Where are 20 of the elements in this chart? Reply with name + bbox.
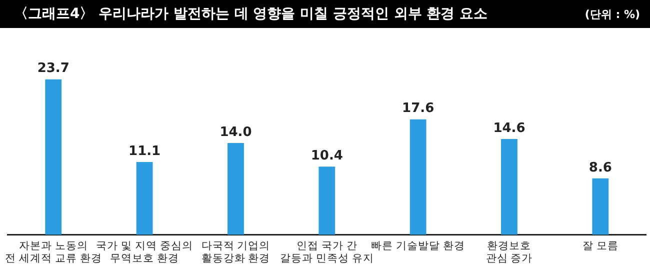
- x-tick-label: 환경보호 관심 증가: [486, 240, 533, 265]
- data-label: 8.6: [588, 160, 612, 176]
- x-tick-label: 잘 모름: [582, 240, 618, 252]
- chart-title: 〈그래프4〉 우리나라가 발전하는 데 영향을 미칠 긍정적인 외부 환경 요소: [14, 5, 488, 23]
- bar: [318, 166, 336, 235]
- data-label: 17.6: [402, 101, 434, 116]
- x-tick-label: 다국적 기업의 활동강화 환경: [201, 240, 270, 265]
- chart-subtitle: (단위 : %): [584, 6, 640, 22]
- data-label: 10.4: [310, 148, 343, 164]
- bar: [45, 79, 62, 235]
- data-label: 23.7: [37, 61, 70, 76]
- x-tick-label: 빠른 기술발달 환경: [371, 240, 465, 252]
- data-label: 14.6: [493, 120, 526, 136]
- data-label: 11.1: [128, 144, 161, 159]
- bar: [410, 119, 426, 235]
- bar: [228, 142, 244, 235]
- bar: [136, 162, 153, 235]
- bar: [501, 139, 518, 235]
- data-label: 14.0: [220, 124, 252, 140]
- bar: [592, 178, 609, 235]
